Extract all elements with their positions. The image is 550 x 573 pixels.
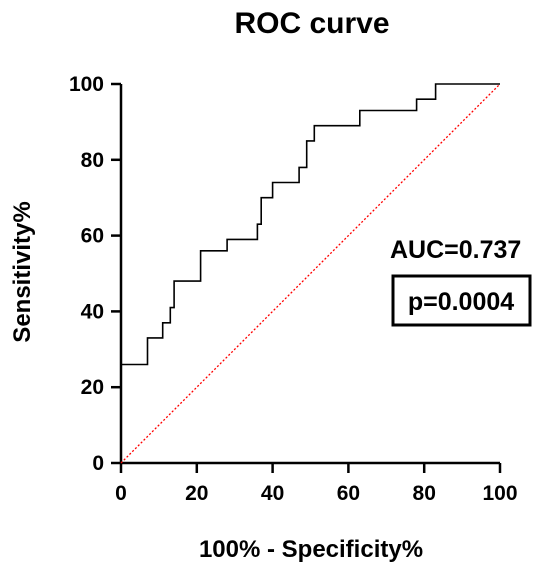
p-value-annotation: p=0.0004 — [408, 288, 514, 316]
p-value-box — [391, 274, 532, 327]
x-tick-label: 80 — [413, 482, 436, 505]
reference-line — [120, 83, 501, 464]
x-axis-label: 100% - Specificity% — [199, 536, 423, 563]
y-ticks: 0 20 40 60 80 100 — [69, 73, 121, 475]
plot-area: 0 20 40 60 80 100 0 20 40 60 80 100 — [69, 73, 518, 505]
x-tick-label: 40 — [261, 482, 284, 505]
y-tick-label: 100 — [69, 73, 104, 96]
x-ticks: 0 20 40 60 80 100 — [115, 463, 518, 505]
series-layer — [120, 83, 501, 464]
y-tick-label: 0 — [92, 452, 104, 475]
y-axis-label: Sensitivity% — [9, 201, 36, 342]
y-tick-label: 20 — [81, 376, 104, 399]
chart-title: ROC curve — [234, 7, 389, 40]
y-tick-label: 80 — [81, 149, 104, 172]
x-tick-label: 60 — [337, 482, 360, 505]
y-tick-label: 40 — [81, 300, 104, 323]
x-tick-label: 20 — [185, 482, 208, 505]
x-tick-label: 0 — [115, 482, 127, 505]
y-tick-label: 60 — [81, 225, 104, 248]
x-tick-label: 100 — [482, 482, 517, 505]
auc-annotation: AUC=0.737 — [390, 236, 521, 264]
roc-curve — [120, 83, 500, 463]
